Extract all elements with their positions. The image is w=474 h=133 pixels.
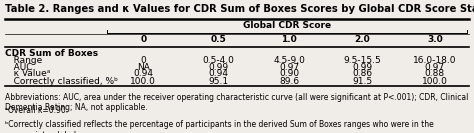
Text: 0.99: 0.99: [353, 63, 373, 72]
Text: 0.5: 0.5: [210, 35, 226, 44]
Text: 4.5-9.0: 4.5-9.0: [273, 56, 305, 65]
Text: 95.1: 95.1: [208, 77, 228, 86]
Text: Global CDR Score: Global CDR Score: [243, 21, 331, 30]
Text: CDR Sum of Boxes: CDR Sum of Boxes: [5, 49, 98, 58]
Text: 0.86: 0.86: [353, 69, 373, 78]
Text: 9.5-15.5: 9.5-15.5: [344, 56, 382, 65]
Text: 0.97: 0.97: [425, 63, 445, 72]
Text: 91.5: 91.5: [353, 77, 373, 86]
Text: 2.0: 2.0: [355, 35, 371, 44]
Text: 0.94: 0.94: [133, 69, 154, 78]
Text: ᵇCorrectly classified reflects the percentage of participants in the derived Sum: ᵇCorrectly classified reflects the perce…: [5, 120, 434, 133]
Text: 1.0: 1.0: [281, 35, 297, 44]
Text: Abbreviations: AUC, area under the receiver operating characteristic curve (all : Abbreviations: AUC, area under the recei…: [5, 93, 468, 113]
Text: NA: NA: [137, 63, 150, 72]
Text: 0.94: 0.94: [208, 69, 228, 78]
Text: AUC: AUC: [5, 63, 32, 72]
Text: Range: Range: [5, 56, 42, 65]
Text: 0.97: 0.97: [279, 63, 299, 72]
Text: ᵃOverall κ=0.90.: ᵃOverall κ=0.90.: [5, 106, 68, 115]
Text: 0: 0: [140, 35, 146, 44]
Text: Correctly classified, %ᵇ: Correctly classified, %ᵇ: [5, 77, 118, 86]
Text: 100.0: 100.0: [130, 77, 156, 86]
Text: 3.0: 3.0: [427, 35, 443, 44]
Text: 0.5-4.0: 0.5-4.0: [202, 56, 234, 65]
Text: 0: 0: [140, 56, 146, 65]
Text: 0.90: 0.90: [279, 69, 299, 78]
Text: 0.99: 0.99: [208, 63, 228, 72]
Text: 16.0-18.0: 16.0-18.0: [413, 56, 456, 65]
Text: κ Valueᵃ: κ Valueᵃ: [5, 69, 50, 78]
Text: Table 2. Ranges and κ Values for CDR Sum of Boxes Scores by Global CDR Score Sta: Table 2. Ranges and κ Values for CDR Sum…: [5, 4, 474, 14]
Text: 0.88: 0.88: [425, 69, 445, 78]
Text: 89.6: 89.6: [279, 77, 299, 86]
Text: 100.0: 100.0: [422, 77, 448, 86]
